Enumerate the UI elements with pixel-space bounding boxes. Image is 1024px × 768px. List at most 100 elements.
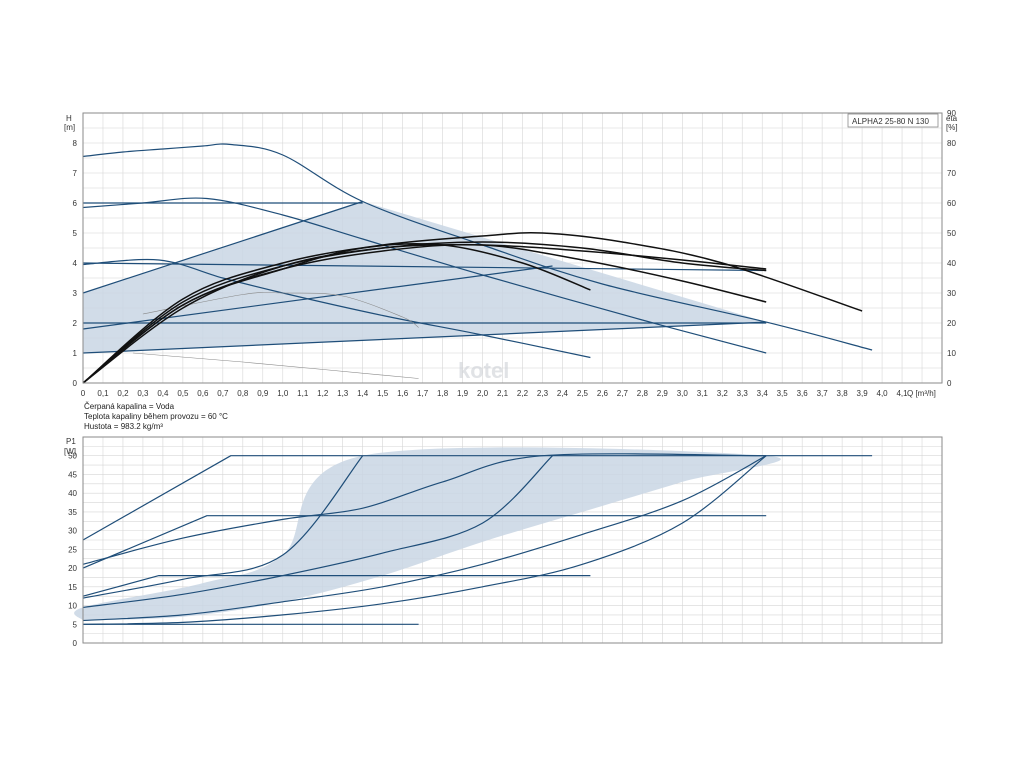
x-tick-label: 3,0 [677, 389, 689, 398]
power-y-tick-label: 40 [68, 489, 77, 498]
y-tick-label: 0 [73, 379, 78, 388]
efficiency-curve-15 [82, 243, 591, 384]
x-tick-label: 1,9 [457, 389, 469, 398]
efficiency-curve-12 [82, 232, 863, 384]
power-curve-2 [82, 453, 767, 565]
x-tick-label: 3,4 [757, 389, 769, 398]
y2-tick-label: 50 [947, 229, 956, 238]
y2-tick-label: 30 [947, 289, 956, 298]
x-tick-label: 4,0 [877, 389, 889, 398]
y2-tick-label: 0 [947, 379, 952, 388]
fluid-info-line-2: Teplota kapaliny během provozu = 60 °C [84, 412, 228, 421]
x-tick-label: 3,9 [857, 389, 869, 398]
y-tick-label: 3 [73, 289, 78, 298]
y2-tick-label: 70 [947, 169, 956, 178]
thin-curve-11 [132, 352, 419, 379]
y2-tick-label: 20 [947, 319, 956, 328]
x-tick-label: 1,1 [297, 389, 309, 398]
head-curve-8 [82, 262, 767, 272]
x-tick-label: 4,1 [896, 389, 908, 398]
y2-tick-label: 40 [947, 259, 956, 268]
power-chart-shaded-region [74, 447, 781, 621]
x-tick-label: 1,0 [277, 389, 289, 398]
x-tick-label: 1,8 [437, 389, 449, 398]
x-tick-label: 0,4 [157, 389, 169, 398]
power-y-axis-label: P1 [66, 437, 76, 446]
x-tick-label: 0,1 [97, 389, 109, 398]
x-tick-label: 3,3 [737, 389, 749, 398]
x-tick-label: 0,9 [257, 389, 269, 398]
power-curve-3 [82, 515, 767, 569]
power-y-tick-label: 20 [68, 564, 77, 573]
head-curve-1 [82, 143, 873, 351]
thin-curve-10 [142, 292, 419, 328]
y2-tick-label: 60 [947, 199, 956, 208]
head-chart-y-ticks: 0 1 2 3 4 5 6 7 8 [73, 139, 78, 388]
x-tick-label: 0,7 [217, 389, 229, 398]
efficiency-curve-16 [82, 244, 767, 384]
model-label-box [847, 113, 939, 128]
x-tick-label: 0,8 [237, 389, 249, 398]
x-tick-label: 3,1 [697, 389, 709, 398]
x-tick-label: 2,3 [537, 389, 549, 398]
head-chart-shaded-region [83, 201, 767, 353]
power-chart: 0 5 10 15 20 25 30 35 40 45 50 P1 [W] [64, 436, 943, 648]
head-chart-frame [82, 112, 943, 384]
x-tick-label: 0,5 [177, 389, 189, 398]
x-tick-label: 1,2 [317, 389, 329, 398]
x-tick-label: 1,6 [397, 389, 409, 398]
chart-title: ALPHA2 25-80 N 130 [852, 117, 929, 126]
power-curve-1 [82, 455, 873, 541]
head-chart-y2-ticks: 0 10 20 30 40 50 60 70 80 90 [947, 109, 956, 388]
y-tick-label: 7 [73, 169, 78, 178]
head-chart: 0 0,1 0,2 0,3 0,4 0,5 0,6 0,7 0,8 0,9 1,0 1,1 1,2 1,3… [64, 109, 958, 398]
head-chart-x-ticks: 0 0,1 0,2 0,3 0,4 0,5 0,6 0,7 0,8 0,9 1,0 1,1 1,2 1,3… [81, 389, 908, 398]
y-tick-label: 2 [73, 319, 78, 328]
head-chart-series [82, 143, 873, 384]
y-tick-label: 6 [73, 199, 78, 208]
x-tick-label: 1,3 [337, 389, 349, 398]
x-tick-label: 3,7 [817, 389, 829, 398]
operating-range-area [83, 201, 767, 353]
y2-axis-label: eta [946, 114, 958, 123]
power-curve-9 [82, 455, 767, 625]
x-tick-label: 0,3 [137, 389, 149, 398]
power-chart-y-ticks: 0 5 10 15 20 25 30 35 40 45 50 [68, 452, 77, 648]
power-curve-4 [82, 575, 591, 597]
x-tick-label: 2,6 [597, 389, 609, 398]
power-chart-series [82, 453, 873, 625]
x-tick-label: 1,4 [357, 389, 369, 398]
head-curve-4 [82, 200, 363, 294]
x-tick-label: 2,1 [497, 389, 509, 398]
y-tick-label: 4 [73, 259, 78, 268]
x-tick-label: 2,9 [657, 389, 669, 398]
power-y-tick-label: 10 [68, 602, 77, 611]
y2-tick-label: 10 [947, 349, 956, 358]
x-tick-label: 1,5 [377, 389, 389, 398]
x-tick-label: 0,2 [117, 389, 129, 398]
x-tick-label: 3,8 [837, 389, 849, 398]
power-curve-6 [82, 455, 364, 599]
power-y-tick-label: 35 [68, 508, 77, 517]
power-y-axis-unit: [W] [64, 447, 76, 456]
x-tick-label: 3,2 [717, 389, 729, 398]
y-axis-label: H [66, 114, 72, 123]
power-y-tick-label: 15 [68, 583, 77, 592]
x-tick-label: 2,7 [617, 389, 629, 398]
power-chart-frame [82, 436, 943, 644]
x-tick-label: 3,5 [777, 389, 789, 398]
power-curve-7 [82, 455, 553, 608]
watermark-logo: kotel [458, 358, 509, 383]
x-tick-label: 0,6 [197, 389, 209, 398]
x-tick-label: 2,2 [517, 389, 529, 398]
y-tick-label: 5 [73, 229, 78, 238]
x-tick-label: 2,5 [577, 389, 589, 398]
power-y-tick-label: 45 [68, 470, 77, 479]
y-tick-label: 8 [73, 139, 78, 148]
x-tick-label: 0 [81, 389, 86, 398]
x-tick-label: 3,6 [797, 389, 809, 398]
power-y-tick-label: 0 [73, 639, 78, 648]
x-tick-label: 2,4 [557, 389, 569, 398]
head-curve-2 [82, 197, 767, 354]
